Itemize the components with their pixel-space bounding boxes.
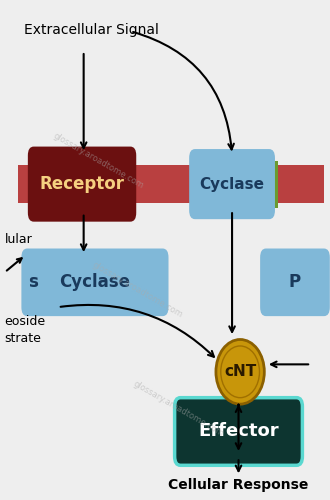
Text: cNT: cNT — [224, 364, 256, 380]
Text: Extracellular Signal: Extracellular Signal — [24, 22, 159, 36]
FancyBboxPatch shape — [17, 166, 324, 203]
Text: P: P — [289, 274, 301, 291]
Text: s: s — [29, 274, 39, 291]
Text: glossary.aroadtome.com: glossary.aroadtome.com — [51, 131, 145, 190]
Text: lular: lular — [5, 232, 32, 245]
Text: strate: strate — [5, 332, 42, 345]
FancyBboxPatch shape — [189, 149, 275, 219]
Text: Cellular Response: Cellular Response — [168, 478, 309, 492]
Text: glossary.aroadtome.com: glossary.aroadtome.com — [132, 380, 226, 439]
Text: Receptor: Receptor — [40, 175, 124, 193]
FancyBboxPatch shape — [28, 146, 136, 222]
FancyBboxPatch shape — [175, 398, 302, 466]
Text: Effector: Effector — [198, 422, 279, 440]
Text: eoside: eoside — [5, 314, 46, 328]
Text: Cyclase: Cyclase — [200, 176, 265, 192]
FancyBboxPatch shape — [260, 248, 330, 316]
FancyBboxPatch shape — [269, 160, 278, 208]
Text: glossary.aroadtome.com: glossary.aroadtome.com — [90, 260, 184, 320]
Ellipse shape — [216, 340, 264, 404]
FancyBboxPatch shape — [21, 248, 169, 316]
Text: Cyclase: Cyclase — [59, 274, 130, 291]
